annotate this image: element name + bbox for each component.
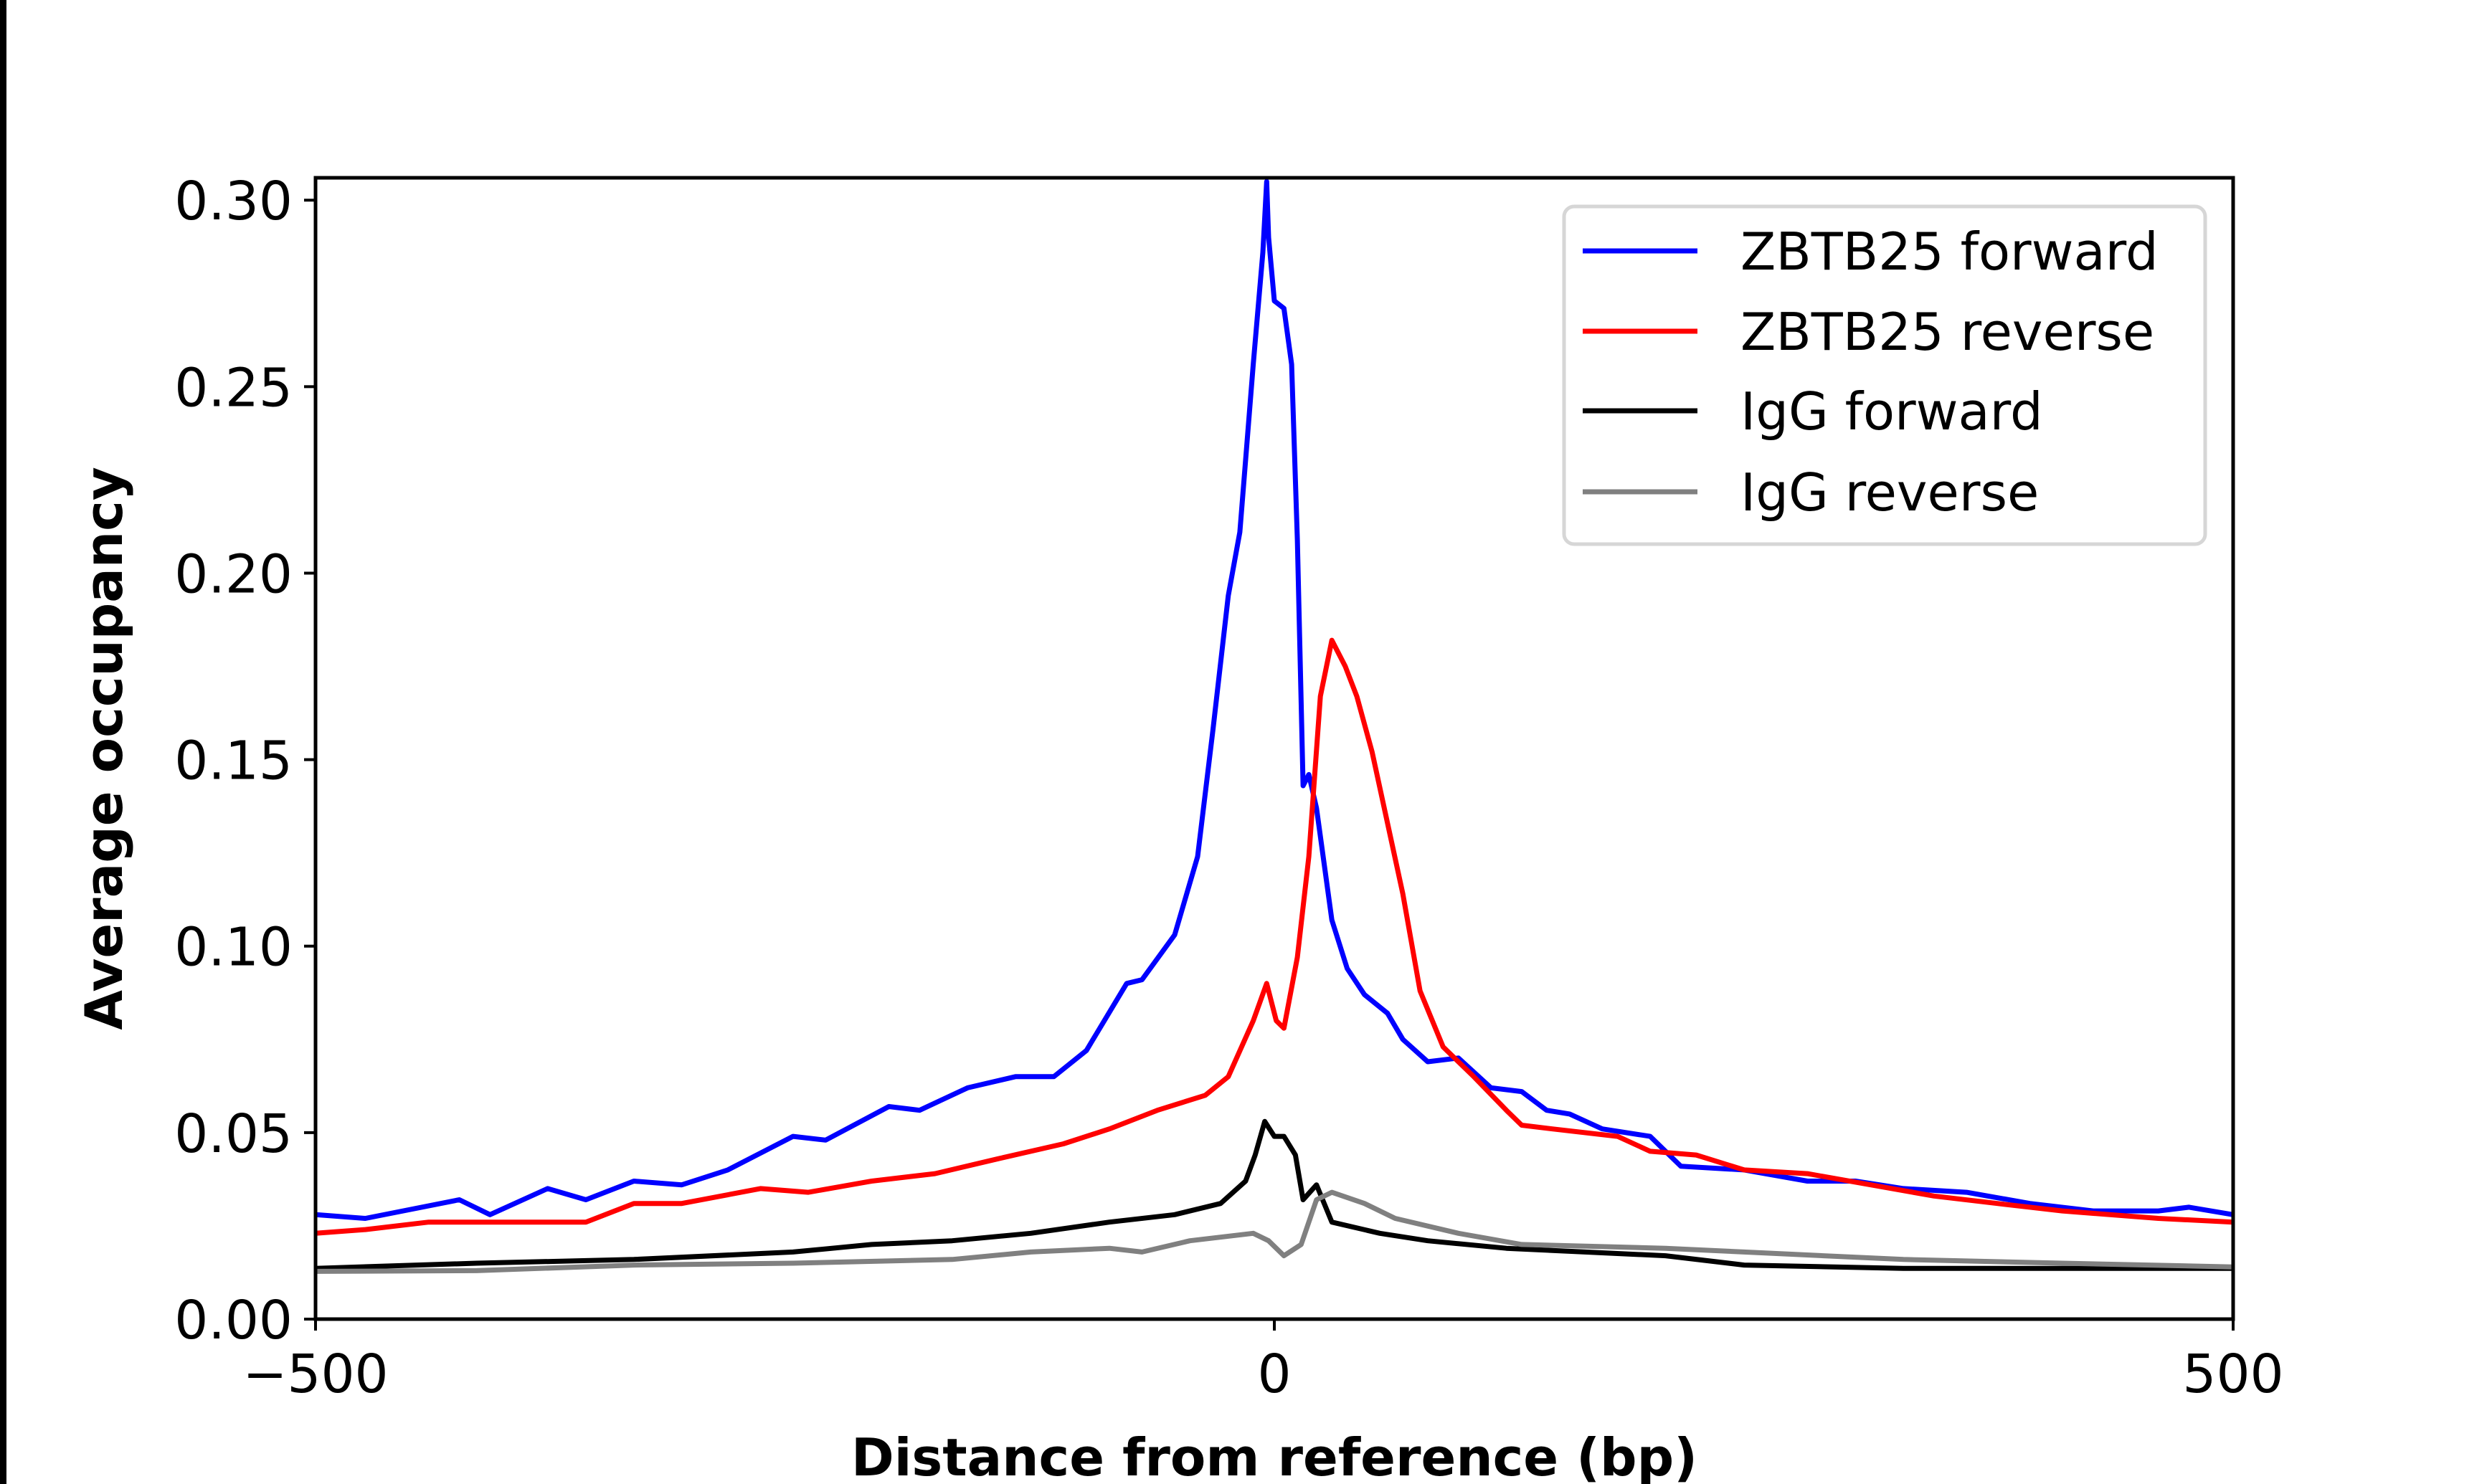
legend-label: ZBTB25 reverse: [1740, 302, 2154, 362]
x-tick-label: 0: [1257, 1343, 1291, 1405]
y-axis: 0.00 0.05 0.10 0.15 0.20 0.25 0.30: [174, 171, 316, 1351]
y-tick-label: 0.20: [174, 543, 293, 605]
y-tick-label: 0.25: [174, 357, 293, 419]
legend-box: [1562, 204, 2207, 546]
series-line-zbtb25-reverse: [315, 637, 2234, 1236]
x-axis: −500 0 500: [242, 1319, 2284, 1405]
series-lines: [315, 179, 2234, 1274]
legend-label: IgG reverse: [1740, 462, 2039, 523]
y-tick-label: 0.10: [174, 917, 293, 979]
x-axis-label: Distance from reference (bp): [851, 1427, 1697, 1484]
x-tick-label: 500: [2182, 1343, 2283, 1405]
left-border: [0, 0, 6, 1484]
series-line-zbtb25-forward: [315, 179, 2234, 1221]
x-tick-label: −500: [242, 1343, 388, 1405]
y-tick-label: 0.05: [174, 1103, 293, 1165]
legend-label: IgG forward: [1740, 381, 2043, 442]
series-line-igg-forward: [315, 1118, 2233, 1271]
series-line-igg-reverse: [315, 1189, 2234, 1274]
legend: ZBTB25 forward ZBTB25 reverse IgG forward I…: [1562, 204, 2207, 546]
y-axis-label: Average occupancy: [74, 467, 134, 1030]
y-tick-label: 0.30: [174, 171, 293, 232]
y-tick-label: 0.00: [174, 1290, 293, 1351]
legend-label: ZBTB25 forward: [1740, 222, 2159, 282]
y-tick-label: 0.15: [174, 731, 293, 792]
